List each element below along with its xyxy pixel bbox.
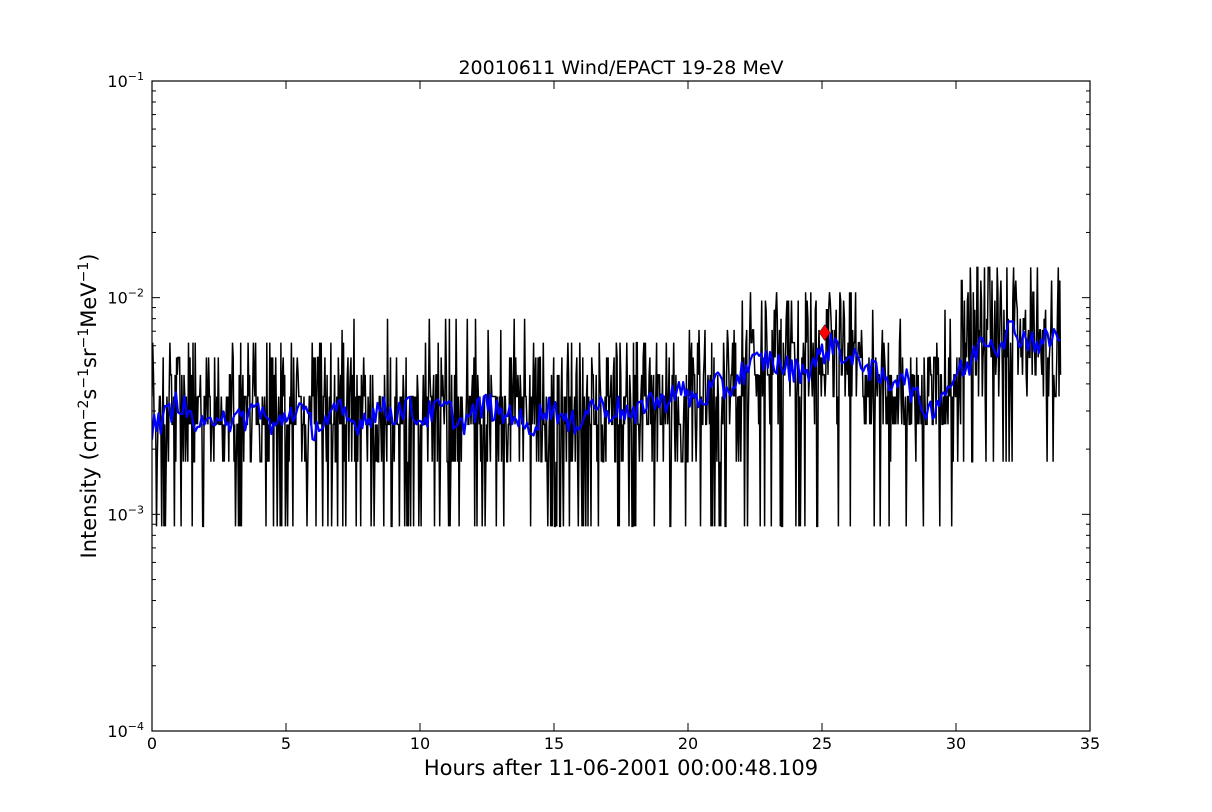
x-tick-label: 30 xyxy=(946,734,966,753)
x-tick-label: 5 xyxy=(281,734,291,753)
plot-area xyxy=(151,80,1091,732)
x-tick-label: 10 xyxy=(410,734,430,753)
x-tick-label: 35 xyxy=(1080,734,1100,753)
x-tick-label: 0 xyxy=(147,734,157,753)
y-tick-label: 10−3 xyxy=(107,503,144,524)
x-tick-label: 20 xyxy=(678,734,698,753)
y-tick-label: 10−1 xyxy=(107,70,144,91)
x-tick-label: 15 xyxy=(544,734,564,753)
onset-marker xyxy=(818,324,831,342)
y-tick-label: 10−2 xyxy=(107,287,144,308)
x-tick-label: 25 xyxy=(812,734,832,753)
raw-intensity-series xyxy=(152,266,1062,528)
y-tick-label: 10−4 xyxy=(107,720,144,741)
series-group xyxy=(152,266,1062,528)
x-axis-label: Hours after 11-06-2001 00:00:48.109 xyxy=(424,756,818,780)
plot-frame xyxy=(151,80,1091,732)
y-axis-label: Intensity (cm−2s−1sr−1MeV−1) xyxy=(76,254,101,559)
chart-title: 20010611 Wind/EPACT 19-28 MeV xyxy=(458,57,783,79)
smoothed-intensity-series xyxy=(152,320,1061,442)
axis-ticks: 0 5 10 15 20 25 30 35 10−4 10−3 10−2 10−1 xyxy=(107,70,1100,753)
